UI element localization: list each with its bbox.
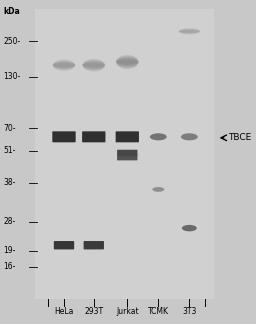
FancyBboxPatch shape — [82, 131, 105, 142]
Ellipse shape — [53, 61, 75, 69]
Text: 19-: 19- — [3, 246, 16, 255]
Ellipse shape — [53, 62, 75, 69]
Text: 16-: 16- — [3, 262, 16, 271]
FancyBboxPatch shape — [54, 241, 74, 249]
Ellipse shape — [179, 29, 200, 34]
Ellipse shape — [83, 62, 105, 69]
Ellipse shape — [179, 30, 200, 32]
Text: 130-: 130- — [3, 72, 20, 81]
Ellipse shape — [83, 60, 105, 71]
FancyBboxPatch shape — [35, 9, 214, 299]
Ellipse shape — [83, 61, 105, 69]
Text: 38-: 38- — [3, 179, 16, 188]
Ellipse shape — [83, 60, 105, 70]
Ellipse shape — [53, 60, 75, 70]
Ellipse shape — [181, 133, 198, 140]
Ellipse shape — [179, 29, 200, 33]
FancyBboxPatch shape — [84, 241, 104, 249]
Ellipse shape — [53, 61, 75, 70]
Ellipse shape — [53, 63, 75, 67]
Ellipse shape — [53, 63, 75, 68]
Ellipse shape — [53, 62, 75, 68]
Ellipse shape — [116, 60, 138, 64]
Text: 3T3: 3T3 — [182, 307, 197, 316]
FancyBboxPatch shape — [117, 155, 137, 160]
Text: Jurkat: Jurkat — [116, 307, 138, 316]
Ellipse shape — [179, 28, 200, 34]
Ellipse shape — [182, 225, 197, 231]
Text: TBCE: TBCE — [228, 133, 251, 142]
Ellipse shape — [83, 61, 105, 70]
Text: 250-: 250- — [3, 37, 20, 45]
Ellipse shape — [150, 133, 167, 140]
Text: kDa: kDa — [3, 7, 20, 17]
Ellipse shape — [179, 29, 200, 33]
Text: 28-: 28- — [3, 217, 15, 226]
Ellipse shape — [53, 60, 75, 71]
Ellipse shape — [179, 29, 200, 34]
Text: 293T: 293T — [84, 307, 103, 316]
Ellipse shape — [53, 60, 75, 71]
Ellipse shape — [83, 62, 105, 68]
Ellipse shape — [53, 64, 75, 67]
Text: TCMK: TCMK — [148, 307, 169, 316]
Ellipse shape — [152, 187, 164, 192]
Ellipse shape — [116, 59, 138, 65]
Text: 51-: 51- — [3, 146, 16, 155]
Ellipse shape — [116, 56, 138, 68]
FancyBboxPatch shape — [52, 131, 76, 142]
FancyBboxPatch shape — [116, 131, 139, 142]
Ellipse shape — [116, 55, 138, 69]
Ellipse shape — [83, 59, 105, 71]
Text: HeLa: HeLa — [54, 307, 74, 316]
FancyBboxPatch shape — [117, 150, 137, 156]
Ellipse shape — [116, 59, 138, 65]
Ellipse shape — [179, 30, 200, 33]
Ellipse shape — [83, 59, 105, 72]
Ellipse shape — [83, 63, 105, 67]
Ellipse shape — [179, 30, 200, 33]
Ellipse shape — [116, 56, 138, 68]
Ellipse shape — [179, 29, 200, 34]
Ellipse shape — [116, 58, 138, 66]
Ellipse shape — [116, 57, 138, 66]
Ellipse shape — [116, 57, 138, 67]
Ellipse shape — [179, 28, 200, 35]
Text: 70-: 70- — [3, 124, 16, 133]
Ellipse shape — [116, 54, 138, 69]
Ellipse shape — [83, 63, 105, 68]
